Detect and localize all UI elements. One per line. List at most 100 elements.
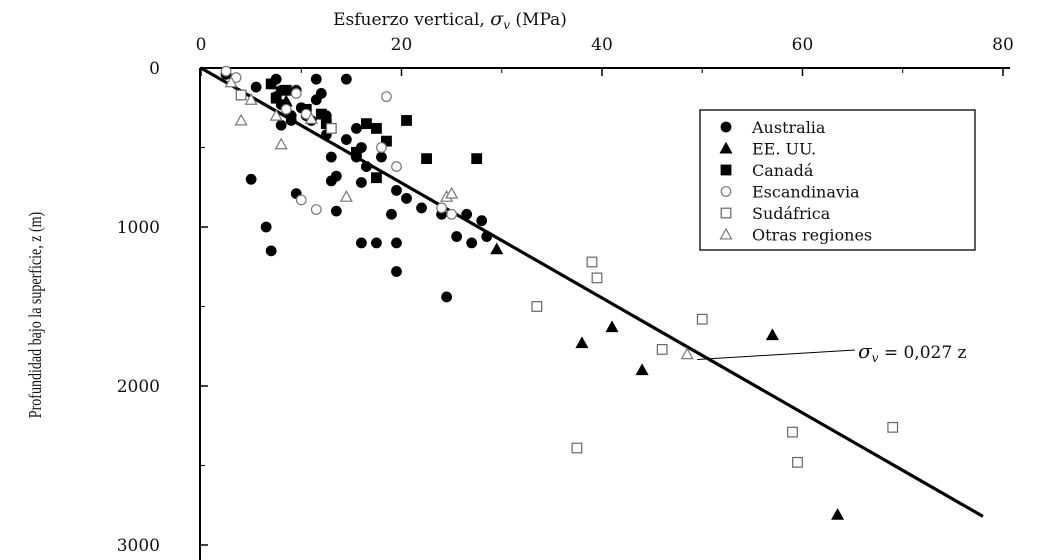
point-escandinavia <box>446 208 458 220</box>
point-canada <box>401 115 412 126</box>
point-australia <box>325 151 337 163</box>
point-otras-regiones <box>234 113 248 126</box>
point-canada <box>361 118 372 130</box>
legend-label-ee-uu: EE. UU. <box>752 140 816 159</box>
point-australia <box>376 151 387 163</box>
legend-items: Australia EE. UU. Canadá Escandinavia Sudáfr… <box>719 118 872 245</box>
x-axis-title: Esfuerzo vertical, σv (MPa) <box>333 8 567 32</box>
point-australia <box>265 245 277 257</box>
point-otras-regiones <box>269 108 283 121</box>
legend-label-escandinavia: Escandinavia <box>752 183 860 202</box>
y-tick-label: 3000 <box>117 536 160 556</box>
point-canada <box>371 172 382 184</box>
point-australia <box>391 237 402 249</box>
x-tick-label: 80 <box>992 35 1014 55</box>
point-australia <box>441 291 453 303</box>
point-sudafrica <box>325 123 337 134</box>
x-tick-label: 60 <box>792 35 814 55</box>
legend-box <box>699 109 976 251</box>
point-canada <box>471 153 483 165</box>
legend-marker-canada <box>720 164 732 176</box>
point-escandinavia <box>436 202 448 214</box>
point-sudafrica <box>591 272 603 284</box>
point-sudafrica <box>586 256 598 268</box>
point-australia <box>476 215 488 227</box>
point-australia <box>416 202 427 214</box>
point-escandinavia <box>381 91 392 103</box>
point-escandinavia <box>290 88 302 99</box>
point-australia <box>466 237 478 249</box>
point-ee-uu <box>635 363 649 376</box>
point-australia <box>260 221 272 233</box>
point-sudafrica <box>696 313 708 325</box>
point-otras-regiones <box>224 75 238 88</box>
point-sudafrica <box>571 442 583 454</box>
y-tick-label: 0 <box>149 59 160 79</box>
point-canada <box>265 78 277 90</box>
point-australia <box>461 208 473 220</box>
point-australia <box>275 119 287 131</box>
y-ticks: 0 1000 2000 3000 <box>117 59 208 556</box>
legend-marker-sudafrica <box>720 207 732 219</box>
point-sudafrica <box>235 89 247 101</box>
point-canada <box>270 92 282 104</box>
x-ticks: 0 20 40 60 80 <box>196 35 1014 76</box>
point-ee-uu <box>490 242 504 255</box>
point-australia <box>481 231 493 242</box>
point-escandinavia <box>220 65 232 77</box>
point-australia <box>310 73 322 85</box>
point-australia <box>330 205 342 217</box>
point-australia <box>325 175 337 187</box>
point-escandinavia <box>295 194 307 206</box>
point-australia <box>310 94 322 106</box>
y-tick-label: 2000 <box>117 377 160 397</box>
point-sudafrica <box>787 426 798 438</box>
point-ee-uu <box>605 320 619 333</box>
point-otras-regiones <box>274 137 288 150</box>
point-otras-regiones <box>304 112 318 124</box>
y-axis-title: Profundidad bajo la superficie, z (m) <box>27 212 46 418</box>
point-otras-regiones <box>339 190 353 202</box>
point-escandinavia <box>310 204 322 215</box>
point-sudafrica <box>887 421 899 433</box>
point-otras-regiones <box>680 347 694 360</box>
point-australia <box>401 192 412 204</box>
point-escandinavia <box>280 103 292 115</box>
point-sudafrica <box>656 344 668 355</box>
point-australia <box>356 177 367 188</box>
fit-line-leader <box>697 349 856 360</box>
point-ee-uu <box>765 328 779 341</box>
point-canada <box>350 146 362 158</box>
point-ee-uu <box>831 508 845 520</box>
legend-marker-australia <box>720 121 732 133</box>
x-tick-label: 20 <box>391 35 413 55</box>
data-points <box>220 65 899 520</box>
point-escandinavia <box>376 142 387 153</box>
point-sudafrica <box>531 301 543 312</box>
legend-label-otras-regiones: Otras regiones <box>752 226 872 245</box>
point-otras-regiones <box>244 93 258 105</box>
x-tick-label: 0 <box>196 35 207 55</box>
legend-label-canada: Canadá <box>752 161 814 180</box>
plot-axes <box>199 67 1010 560</box>
point-australia <box>361 161 372 172</box>
fit-equation-label: σv = 0,027 z <box>858 339 967 365</box>
point-australia <box>386 208 397 220</box>
point-escandinavia <box>391 161 402 172</box>
point-australia <box>391 185 402 196</box>
point-australia <box>340 134 352 145</box>
point-australia <box>250 81 262 93</box>
point-canada <box>371 123 382 134</box>
point-canada <box>280 84 292 96</box>
point-sudafrica <box>792 456 803 468</box>
point-canada <box>315 108 327 120</box>
legend-marker-escandinavia <box>720 186 732 197</box>
legend-label-australia: Australia <box>751 118 826 137</box>
fit-line <box>200 66 984 518</box>
legend-label-sudafrica: Sudáfrica <box>752 204 831 223</box>
point-australia <box>350 123 362 134</box>
point-australia <box>285 115 297 126</box>
x-tick-label: 40 <box>591 35 613 55</box>
